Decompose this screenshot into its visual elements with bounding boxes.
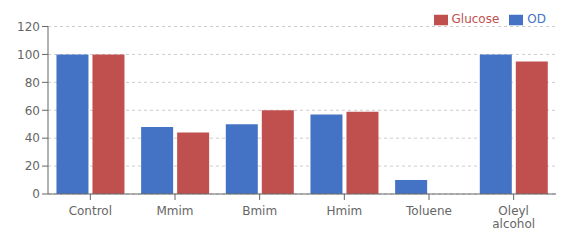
- svg-text:Hmim: Hmim: [326, 204, 362, 218]
- svg-text:0: 0: [32, 187, 40, 201]
- svg-text:20: 20: [25, 159, 40, 173]
- svg-text:Oleylalcohol: Oleylalcohol: [492, 204, 535, 232]
- svg-text:Mmim: Mmim: [156, 204, 193, 218]
- svg-text:Toluene: Toluene: [405, 204, 452, 218]
- html-text:Glucose: Glucose: [451, 12, 500, 26]
- html-text:OD: OD: [527, 12, 546, 26]
- svg-text:Control: Control: [69, 204, 112, 218]
- svg-text:120: 120: [17, 20, 40, 34]
- svg-text:60: 60: [25, 104, 40, 118]
- svg-text:80: 80: [25, 76, 40, 90]
- svg-text:100: 100: [17, 48, 40, 62]
- svg-text:Bmim: Bmim: [242, 204, 277, 218]
- svg-text:40: 40: [25, 131, 40, 145]
